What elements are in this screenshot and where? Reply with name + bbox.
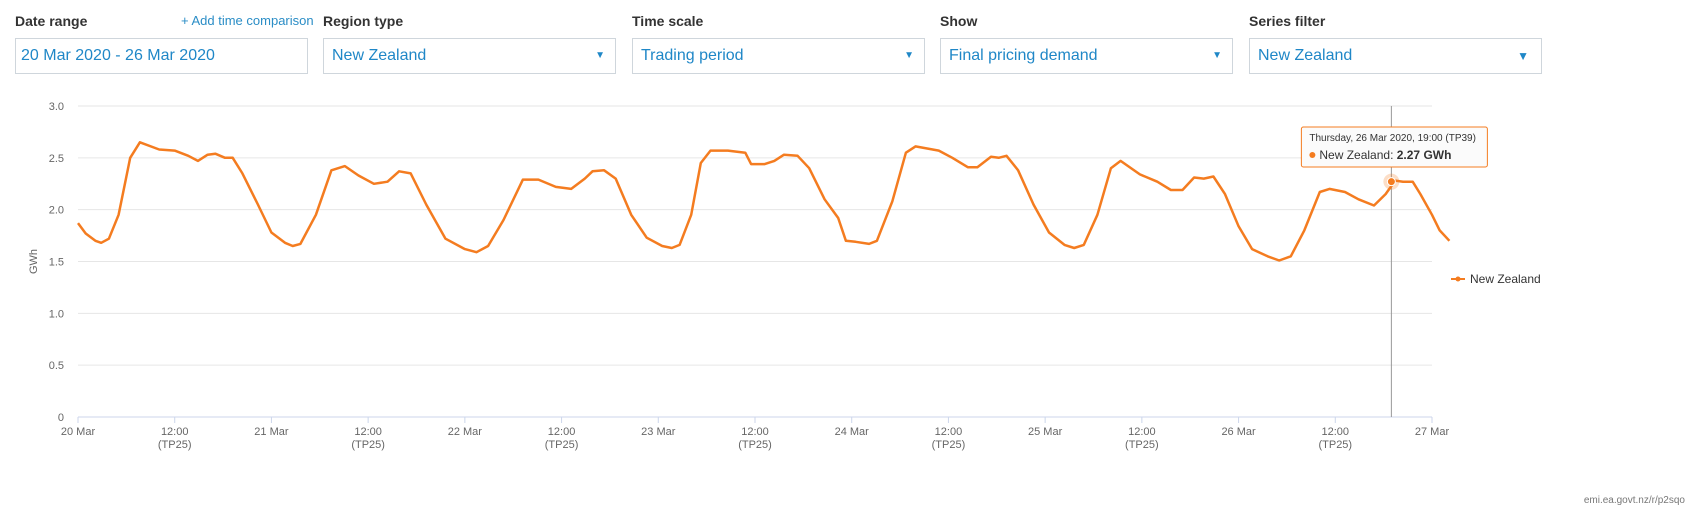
x-tick-label: 24 Mar	[835, 426, 870, 438]
x-tick-label: 12:00	[161, 426, 189, 438]
add-time-comparison-link[interactable]: + Add time comparison	[181, 13, 314, 28]
region-type-control: Region type New Zealand ▼	[323, 12, 616, 74]
dropdown-arrow-icon: ▼	[595, 50, 605, 61]
time-scale-control: Time scale Trading period ▼	[632, 12, 925, 74]
chart-legend[interactable]: New Zealand	[1451, 272, 1541, 286]
x-tick-label: 12:00	[548, 426, 576, 438]
y-tick-label: 2.5	[49, 153, 64, 165]
show-select[interactable]: Final pricing demand ▼	[940, 38, 1233, 74]
series-line-new-zealand[interactable]	[76, 141, 1451, 262]
x-tick-label: 12:00	[935, 426, 963, 438]
legend-marker	[1455, 276, 1461, 282]
y-tick-label: 0	[58, 412, 64, 424]
y-tick-label: 1.5	[49, 257, 64, 269]
chart-gridlines	[78, 105, 1432, 418]
dropdown-arrow-icon: ▼	[1212, 50, 1222, 61]
x-tick-label: 23 Mar	[641, 426, 676, 438]
filter-controls: Date range 20 Mar 2020 - 26 Mar 2020 + A…	[0, 0, 1695, 80]
y-tick-label: 2.0	[49, 205, 64, 217]
time-scale-value: Trading period	[641, 47, 744, 64]
x-tick-label: 22 Mar	[448, 426, 483, 438]
chart-series[interactable]	[76, 141, 1451, 262]
region-type-label: Region type	[323, 13, 404, 29]
x-tick-label: 26 Mar	[1221, 426, 1256, 438]
date-range-label: Date range	[15, 13, 88, 29]
y-tick-label: 1.0	[49, 308, 64, 320]
show-value: Final pricing demand	[949, 47, 1098, 64]
hover-point	[1386, 177, 1396, 187]
tooltip-header: Thursday, 26 Mar 2020, 19:00 (TP39)	[1309, 133, 1476, 144]
time-scale-select[interactable]: Trading period ▼	[632, 38, 925, 74]
y-axis-title: GWh	[28, 249, 40, 274]
x-tick-label: 12:00	[741, 426, 769, 438]
x-tick-sublabel: (TP25)	[1318, 439, 1352, 451]
series-filter-select[interactable]: New Zealand ▼	[1249, 38, 1542, 74]
x-tick-label: 12:00	[1128, 426, 1156, 438]
date-range-control: Date range 20 Mar 2020 - 26 Mar 2020	[15, 12, 308, 74]
time-scale-label: Time scale	[632, 13, 704, 29]
show-control: Show Final pricing demand ▼	[940, 12, 1233, 74]
x-tick-label: 27 Mar	[1415, 426, 1450, 438]
region-type-select[interactable]: New Zealand ▼	[323, 38, 616, 74]
source-link[interactable]: emi.ea.govt.nz/r/p2sqo	[1583, 495, 1685, 506]
x-tick-label: 12:00	[1322, 426, 1350, 438]
show-label: Show	[940, 13, 978, 29]
y-tick-label: 0.5	[49, 360, 64, 372]
y-tick-label: 3.0	[49, 101, 64, 113]
tooltip-series-label: New Zealand: 2.27 GWh	[1319, 148, 1451, 162]
dropdown-arrow-icon: ▼	[904, 50, 914, 61]
y-axis: 0 0.5 1.0 1.5 2.0 2.5 3.0	[49, 101, 64, 424]
series-filter-control: Series filter New Zealand ▼	[1249, 12, 1542, 74]
x-tick-sublabel: (TP25)	[158, 439, 192, 451]
tooltip-series-dot	[1309, 152, 1316, 158]
legend-label[interactable]: New Zealand	[1470, 272, 1541, 286]
region-type-value: New Zealand	[332, 47, 427, 64]
x-tick-label: 12:00	[354, 426, 382, 438]
x-tick-sublabel: (TP25)	[1125, 439, 1159, 451]
x-tick-sublabel: (TP25)	[351, 439, 385, 451]
tooltip-box	[1300, 126, 1488, 168]
series-filter-label: Series filter	[1249, 13, 1326, 29]
x-tick-sublabel: (TP25)	[738, 439, 772, 451]
x-tick-sublabel: (TP25)	[545, 439, 579, 451]
dropdown-arrow-icon: ▼	[1517, 49, 1529, 63]
date-range-input[interactable]: 20 Mar 2020 - 26 Mar 2020	[15, 38, 308, 74]
x-tick-label: 20 Mar	[61, 426, 96, 438]
demand-line-chart: 00.51.01.52.02.53.0 20 Mar 12:00(TP25)21 …	[28, 101, 1541, 451]
chart-tooltip: Thursday, 26 Mar 2020, 19:00 (TP39) New Z…	[1300, 126, 1488, 190]
x-axis: 20 Mar 12:00(TP25)21 Mar 12:00(TP25)22 Mar…	[61, 417, 1450, 451]
x-tick-sublabel: (TP25)	[932, 439, 966, 451]
tooltip-value: 2.27 GWh	[1397, 148, 1452, 162]
x-tick-label: 25 Mar	[1028, 426, 1063, 438]
x-tick-label: 21 Mar	[254, 426, 289, 438]
series-filter-value: New Zealand	[1258, 47, 1353, 64]
